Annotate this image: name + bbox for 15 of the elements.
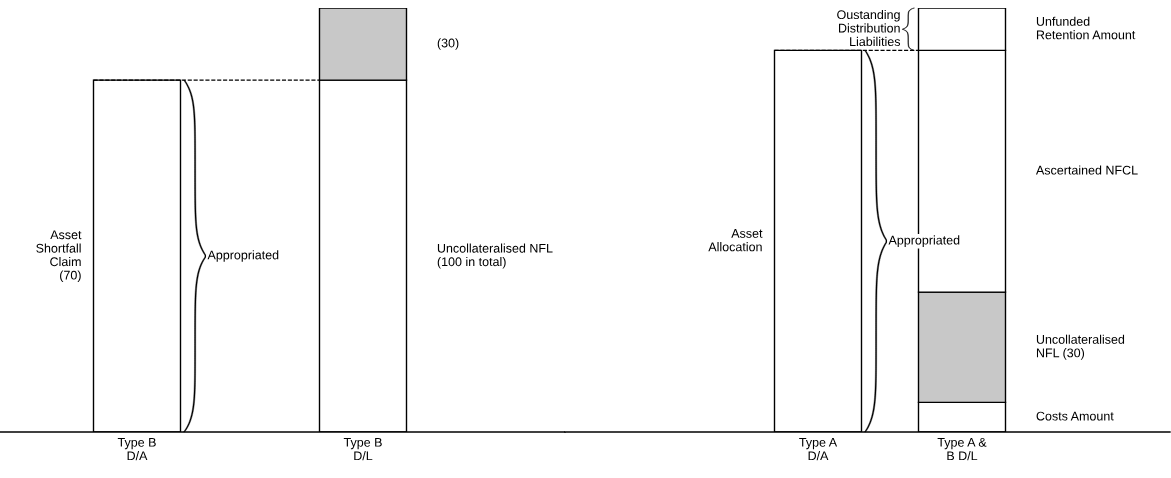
text: (30) xyxy=(437,38,459,50)
text: Costs Amount xyxy=(1036,411,1114,421)
x-tick-label: Type B D/L xyxy=(343,438,382,461)
series-label: Asset Shortfall Claim (70) xyxy=(36,230,82,283)
x-tick-label: Type B D/A xyxy=(117,438,156,461)
annotation: Appropriated xyxy=(888,235,960,248)
x-tick-label: Type A & B D/L xyxy=(937,437,987,461)
text: Uncollateralised NFL (100 in total) xyxy=(437,243,553,269)
annotation: Oustanding Distribution Liabilities xyxy=(837,9,901,47)
x-tick-label: Type A D/A xyxy=(799,438,838,461)
series-label: Asset Allocation xyxy=(708,229,763,252)
text: Ascertained NFCL xyxy=(1035,165,1138,175)
text: Uncollateralised NFL (30) xyxy=(1036,334,1125,360)
annotation: Appropriated xyxy=(207,250,279,262)
text: Unfunded Retention Amount xyxy=(1036,16,1136,40)
